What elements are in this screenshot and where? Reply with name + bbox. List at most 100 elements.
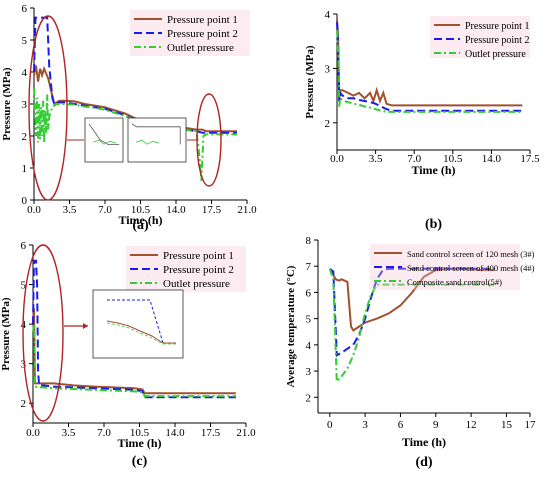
panel-a-x-tick-label: 3.5 (63, 204, 77, 216)
panel-a-legend: Pressure point 1 Pressure point 2 Outlet p… (130, 10, 250, 56)
panel-c-y-tick-label: 6 (21, 240, 27, 252)
panel-c-x-tick-label: 14.0 (165, 427, 185, 439)
panel-a-panel-label: (a) (132, 218, 149, 233)
panel-d-y-tick-label: 3 (306, 366, 312, 378)
panel-a-x-tick-label: 10.5 (131, 204, 151, 216)
panel-b-y-tick-label: 3 (325, 63, 331, 75)
panel-b-series-line-3 (336, 30, 523, 113)
panel-a-y-tick-label: 6 (22, 3, 28, 15)
panel-c-legend-label: Pressure point 2 (163, 264, 234, 276)
panel-d-y-tick-label: 6 (306, 287, 312, 299)
panel-a-y-tick-label: 0 (22, 195, 28, 207)
panel-d-x-tick-label: 3 (362, 419, 368, 431)
panel-c-y-tick-label: 2 (21, 398, 27, 410)
panel-a-inset-line (135, 139, 160, 145)
panel-d-y-tick-label: 4 (306, 340, 312, 352)
panel-a-legend-label: Pressure point 1 (167, 14, 238, 26)
panel-a-highlight-ellipse (196, 93, 222, 187)
panel-b-legend-bg (430, 16, 530, 58)
panel-a-x-tick-label: 0.0 (27, 204, 41, 216)
panel-a-y-tick-label: 4 (22, 67, 28, 79)
panel-c-x-tick-label: 17.5 (201, 427, 221, 439)
panel-a-x-tick-label: 17.5 (202, 204, 222, 216)
panel-b-x-tick-label: 3.5 (369, 153, 383, 165)
panel-c-inset-line (106, 320, 176, 344)
panel-c-legend-label: Outlet pressure (163, 278, 230, 290)
panel-a-series-line-2 (33, 16, 237, 134)
panel-c-y-axis-label: Pressure (MPa) (0, 297, 12, 371)
panel-b-x-axis-label: Time (h) (411, 163, 455, 177)
panel-d-x-tick-label: 17 (525, 419, 537, 431)
panel-a-y-tick-label: 1 (22, 163, 28, 175)
panel-a-inset (84, 117, 124, 163)
panel-d-x-tick-label: 15 (501, 419, 513, 431)
panel-b-legend-label: Pressure point 1 (465, 21, 529, 32)
panel-d-series-line-3 (328, 268, 495, 384)
panel-c-x-tick-label: 10.5 (130, 427, 150, 439)
panel-d-y-axis-label: Average temperature (°C) (285, 265, 297, 387)
panel-a-legend-label: Pressure point 2 (167, 28, 238, 40)
panel-c-highlight-ellipse (22, 244, 64, 422)
panel-d-x-axis-label: Time (h) (402, 435, 446, 449)
panel-a-inset (127, 117, 187, 163)
panel-b-series-line-1 (336, 19, 523, 107)
panel-a-series-line-1 (33, 65, 237, 133)
panel-b-legend: Pressure point 1 Pressure point 2 Outlet p… (430, 16, 530, 60)
panel-b-legend-label: Pressure point 2 (465, 35, 529, 46)
panel-a-x-axis-label: Time (h) (118, 213, 162, 227)
panel-d-y-tick-label: 5 (306, 314, 312, 326)
panel-b-legend-label: Outlet pressure (465, 49, 526, 60)
panel-a-inset-line (88, 123, 120, 145)
panel-d-plot: 0 3 6 9 12 15 17 2 3 4 5 6 7 8 Time (h) Average tempera… (285, 235, 536, 470)
panel-b-x-tick-label: 14.0 (482, 153, 502, 165)
panel-a-y-tick-label: 3 (22, 99, 28, 111)
panel-d-x-tick-label: 6 (398, 419, 404, 431)
panel-a-highlight-ellipse (28, 15, 68, 201)
panel-d-y-tick-label: 2 (306, 392, 312, 404)
panel-b-y-tick-label: 4 (325, 9, 331, 21)
panel-c-inset-line (107, 299, 176, 344)
panel-a-y-axis-label: Pressure (MPa) (1, 67, 13, 141)
panel-c-x-tick-label: 0.0 (26, 427, 40, 439)
panel-a-x-tick-label: 7.0 (98, 204, 112, 216)
panel-d-panel-label: (d) (415, 455, 432, 470)
panel-b-x-tick-label: 10.5 (443, 153, 463, 165)
panel-c-x-tick-label: 3.5 (62, 427, 76, 439)
panel-a-inset-frame (84, 117, 124, 163)
panel-a-legend-label: Outlet pressure (167, 42, 234, 54)
panel-a-inset-line (131, 123, 181, 145)
panel-d-x-tick-label: 12 (466, 419, 477, 431)
panel-b-x-tick-label: 0.0 (330, 153, 344, 165)
panel-a-x-tick-label: 21.0 (237, 204, 257, 216)
panel-d-legend-label: Sand control screen of 400 mesh (4#) (407, 263, 535, 273)
panel-c-x-axis-label: Time (h) (117, 436, 161, 450)
panel-b-y-axis-label: Pressure (MPa) (304, 45, 316, 119)
panel-a-x-tick-label: 14.0 (166, 204, 186, 216)
panel-c-inset-frame (92, 289, 184, 359)
panel-a-y-tick-label: 2 (22, 131, 28, 143)
panel-a-inset-frame (127, 117, 187, 163)
panel-c-series-line-1 (32, 308, 236, 395)
panel-d-legend: Sand control screen of 120 mesh (3#) Sand… (370, 244, 535, 290)
panel-c-inset (92, 289, 184, 359)
panel-d-legend-label: Sand control screen of 120 mesh (3#) (407, 249, 535, 259)
panel-c-panel-label: (c) (132, 454, 148, 469)
panel-c-y-tick-label: 5 (21, 280, 27, 292)
panel-c-inset-line (106, 322, 176, 345)
panel-d-y-tick-label: 7 (306, 261, 312, 273)
panel-c-x-tick-label: 7.0 (97, 427, 111, 439)
panel-b-panel-label: (b) (425, 217, 442, 232)
panel-b-series-line-2 (336, 22, 523, 112)
panel-b-y-tick-label: 2 (325, 118, 331, 130)
panel-a-series-line-3 (33, 87, 237, 181)
panel-c-legend: Pressure point 1 Pressure point 2 Outlet p… (126, 246, 246, 292)
panel-d-y-tick-label: 8 (306, 235, 312, 247)
panel-b-plot: 0.0 3.5 7.0 10.5 14.0 17.5 2 3 4 Time (h) Pressure… (304, 9, 540, 232)
panel-c-series-line-3 (32, 323, 236, 398)
panel-a-plot: 0.0 3.5 7.0 10.5 14.0 17.5 21.0 0 1 2 3 4 5 6 Time (h)… (1, 3, 257, 233)
panel-c-x-tick-label: 21.0 (236, 427, 256, 439)
panel-c-y-tick-label: 3 (21, 359, 27, 371)
